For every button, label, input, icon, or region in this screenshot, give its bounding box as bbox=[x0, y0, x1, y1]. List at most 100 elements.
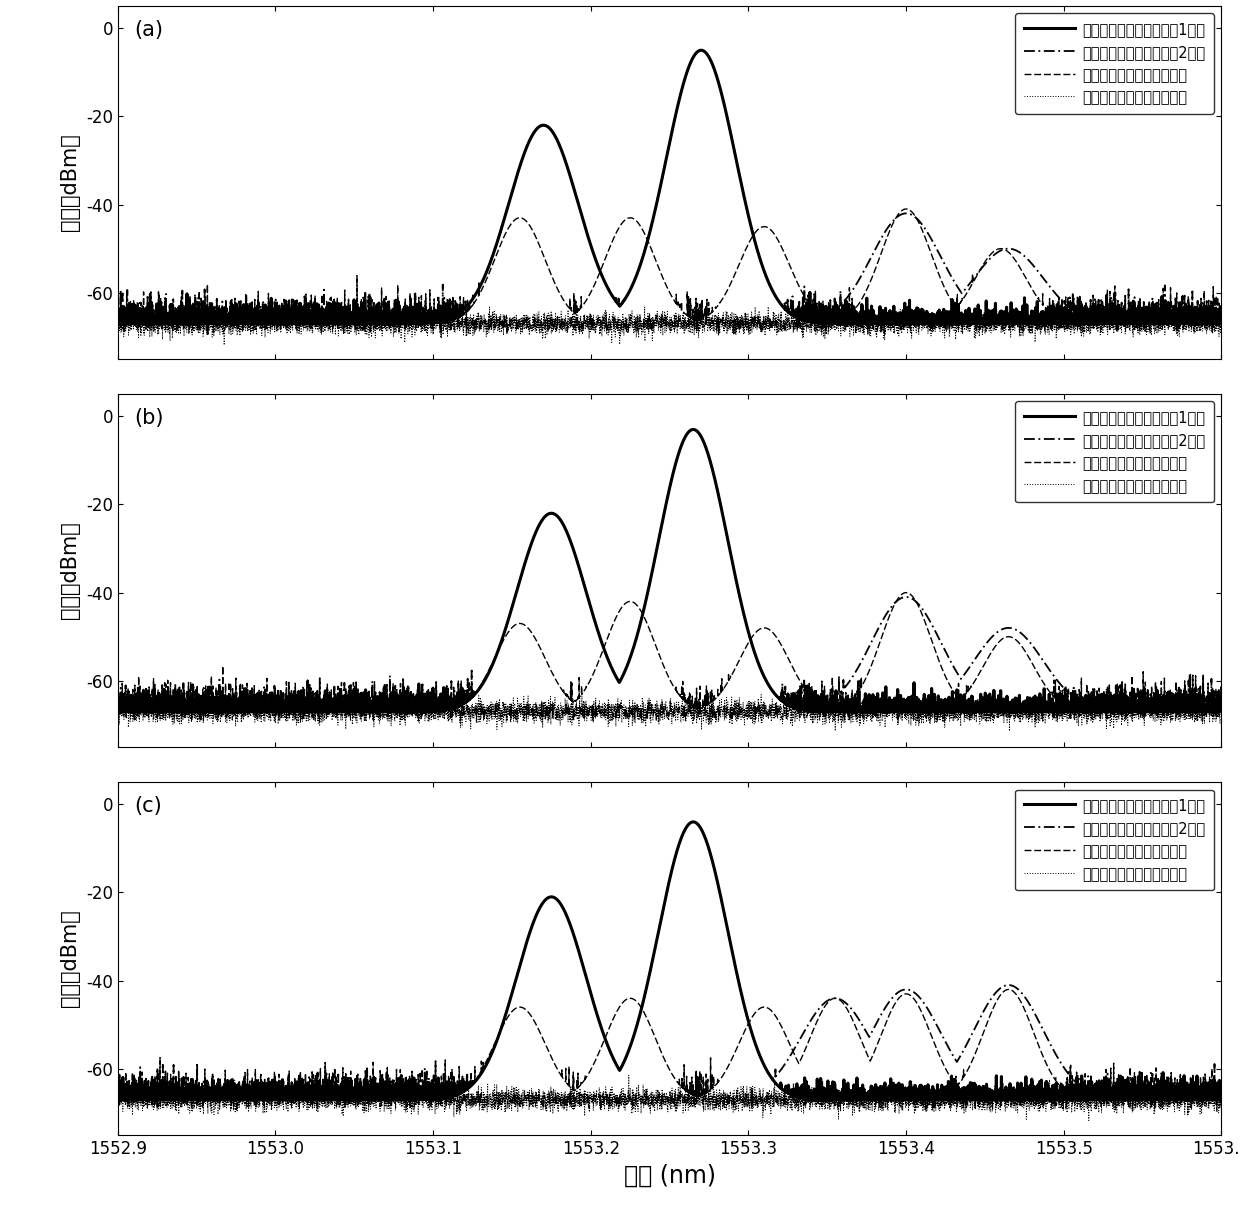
双驱动马赫曾德尔调制剸1输出 bbox=[775, 694, 790, 709]
双驱动马赫曾德尔调制剸2输出 bbox=[1025, 1001, 1040, 1016]
起偏器输出（无干扰抑制） bbox=[1024, 1092, 1039, 1107]
Legend: 双驱动马赫曾德尔调制剸1输出, 双驱动马赫曾德尔调制剸2输出, 起偏器输出（有干扰抑制）, 起偏器输出（无干扰抑制）: 双驱动马赫曾德尔调制剸1输出, 双驱动马赫曾德尔调制剸2输出, 起偏器输出（有干… bbox=[1016, 401, 1214, 502]
Text: (b): (b) bbox=[134, 409, 164, 428]
起偏器输出（有干扰抑制） bbox=[1024, 1021, 1039, 1036]
起偏器输出（有干扰抑制） bbox=[109, 692, 124, 707]
Y-axis label: 功率（dBm）: 功率（dBm） bbox=[61, 134, 81, 232]
双驱动马赫曾德尔调制剸1输出 bbox=[686, 815, 701, 829]
起偏器输出（无干扰抑制） bbox=[959, 708, 973, 723]
双驱动马赫曾德尔调制剸2输出 bbox=[960, 1037, 975, 1052]
起偏器输出（无干扰抑制） bbox=[1024, 318, 1039, 333]
Line: 双驱动马赫曾德尔调制剸1输出: 双驱动马赫曾德尔调制剸1输出 bbox=[55, 429, 1240, 712]
起偏器输出（无干扰抑制） bbox=[775, 318, 790, 333]
双驱动马赫曾德尔调制剸2输出 bbox=[492, 226, 507, 240]
Line: 双驱动马赫曾德尔调制剸2输出: 双驱动马赫曾德尔调制剸2输出 bbox=[55, 429, 1240, 712]
双驱动马赫曾德尔调制剸2输出 bbox=[47, 1088, 62, 1103]
双驱动马赫曾德尔调制剸2输出 bbox=[109, 317, 124, 331]
Text: (a): (a) bbox=[134, 21, 164, 40]
双驱动马赫曾德尔调制剸1输出 bbox=[1025, 315, 1040, 330]
双驱动马赫曾德尔调制剸1输出 bbox=[1024, 1087, 1039, 1102]
起偏器输出（无干扰抑制） bbox=[1140, 682, 1154, 697]
双驱动马赫曾德尔调制剸2输出 bbox=[828, 302, 843, 317]
起偏器输出（无干扰抑制） bbox=[47, 320, 62, 335]
起偏器输出（有干扰抑制） bbox=[1025, 282, 1040, 297]
起偏器输出（有干扰抑制） bbox=[492, 238, 507, 253]
双驱动马赫曾德尔调制剸2输出 bbox=[775, 694, 790, 709]
Legend: 双驱动马赫曾德尔调制剸1输出, 双驱动马赫曾德尔调制剸2输出, 起偏器输出（有干扰抑制）, 起偏器输出（无干扰抑制）: 双驱动马赫曾德尔调制剸1输出, 双驱动马赫曾德尔调制剸2输出, 起偏器输出（有干… bbox=[1016, 789, 1214, 891]
起偏器输出（无干扰抑制） bbox=[828, 707, 843, 721]
双驱动马赫曾德尔调制剸2输出 bbox=[1025, 256, 1040, 271]
起偏器输出（有干扰抑制） bbox=[47, 704, 62, 719]
双驱动马赫曾德尔调制剸1输出 bbox=[109, 704, 124, 719]
起偏器输出（无干扰抑制） bbox=[1024, 703, 1039, 718]
双驱动马赫曾德尔调制剸2输出 bbox=[775, 1060, 790, 1075]
起偏器输出（有干扰抑制） bbox=[109, 1092, 124, 1107]
起偏器输出（有干扰抑制） bbox=[775, 1021, 790, 1036]
双驱动马赫曾德尔调制剸2输出 bbox=[693, 43, 708, 58]
双驱动马赫曾德尔调制剸1输出 bbox=[828, 702, 843, 717]
双驱动马赫曾德尔调制剸1输出 bbox=[48, 317, 63, 331]
起偏器输出（有干扰抑制） bbox=[47, 291, 62, 306]
双驱动马赫曾德尔调制剸2输出 bbox=[48, 704, 63, 719]
双驱动马赫曾德尔调制剸2输出 bbox=[109, 1086, 124, 1101]
双驱动马赫曾德尔调制剸2输出 bbox=[492, 638, 507, 653]
起偏器输出（有干扰抑制） bbox=[1024, 656, 1039, 671]
起偏器输出（无干扰抑制） bbox=[492, 309, 507, 324]
起偏器输出（有干扰抑制） bbox=[960, 286, 975, 301]
双驱动马赫曾德尔调制剸1输出 bbox=[1024, 698, 1039, 713]
双驱动马赫曾德尔调制剸1输出 bbox=[959, 1088, 973, 1103]
起偏器输出（无干扰抑制） bbox=[828, 315, 843, 330]
Legend: 双驱动马赫曾德尔调制剸1输出, 双驱动马赫曾德尔调制剸2输出, 起偏器输出（有干扰抑制）, 起偏器输出（无干扰抑制）: 双驱动马赫曾德尔调制剸1输出, 双驱动马赫曾德尔调制剸2输出, 起偏器输出（有干… bbox=[1016, 13, 1214, 114]
起偏器输出（有干扰抑制） bbox=[828, 310, 843, 325]
起偏器输出（有干扰抑制） bbox=[899, 201, 914, 216]
起偏器输出（无干扰抑制） bbox=[828, 1085, 843, 1099]
双驱动马赫曾德尔调制剸2输出 bbox=[960, 664, 975, 679]
起偏器输出（有干扰抑制） bbox=[775, 242, 790, 256]
起偏器输出（无干扰抑制） bbox=[47, 1090, 62, 1104]
起偏器输出（有干扰抑制） bbox=[899, 585, 914, 600]
双驱动马赫曾德尔调制剸2输出 bbox=[492, 1025, 507, 1039]
Line: 起偏器输出（有干扰抑制）: 起偏器输出（有干扰抑制） bbox=[55, 209, 1240, 324]
双驱动马赫曾德尔调制剸1输出 bbox=[492, 1025, 507, 1039]
双驱动马赫曾德尔调制剸1输出 bbox=[959, 704, 973, 719]
双驱动马赫曾德尔调制剸1输出 bbox=[828, 317, 843, 331]
起偏器输出（无干扰抑制） bbox=[1081, 1113, 1096, 1128]
Line: 双驱动马赫曾德尔调制剸1输出: 双驱动马赫曾德尔调制剸1输出 bbox=[55, 50, 1240, 324]
双驱动马赫曾德尔调制剸2输出 bbox=[686, 815, 701, 829]
起偏器输出（有干扰抑制） bbox=[109, 310, 124, 325]
起偏器输出（有干扰抑制） bbox=[492, 639, 507, 654]
双驱动马赫曾德尔调制剸1输出 bbox=[775, 1082, 790, 1097]
起偏器输出（无干扰抑制） bbox=[492, 1094, 507, 1109]
双驱动马赫曾德尔调制剸2输出 bbox=[47, 317, 62, 331]
Line: 起偏器输出（无干扰抑制）: 起偏器输出（无干扰抑制） bbox=[55, 690, 1240, 731]
起偏器输出（有干扰抑制） bbox=[775, 639, 790, 654]
起偏器输出（无干扰抑制） bbox=[959, 313, 973, 328]
双驱动马赫曾德尔调制剸1输出 bbox=[686, 422, 701, 437]
双驱动马赫曾德尔调制剸2输出 bbox=[109, 704, 124, 719]
双驱动马赫曾德尔调制剸1输出 bbox=[47, 704, 62, 719]
起偏器输出（有干扰抑制） bbox=[959, 1065, 973, 1080]
双驱动马赫曾德尔调制剸1输出 bbox=[47, 1092, 62, 1107]
起偏器输出（有干扰抑制） bbox=[1001, 982, 1016, 996]
双驱动马赫曾德尔调制剸2输出 bbox=[47, 704, 62, 719]
起偏器输出（有干扰抑制） bbox=[828, 702, 843, 717]
起偏器输出（有干扰抑制） bbox=[47, 1092, 62, 1107]
起偏器输出（有干扰抑制） bbox=[828, 991, 843, 1006]
起偏器输出（有干扰抑制） bbox=[47, 317, 62, 331]
双驱动马赫曾德尔调制剸1输出 bbox=[492, 226, 507, 240]
Y-axis label: 功率（dBm）: 功率（dBm） bbox=[61, 521, 81, 620]
双驱动马赫曾德尔调制剸2输出 bbox=[828, 690, 843, 704]
Text: (c): (c) bbox=[134, 796, 162, 816]
起偏器输出（有干扰抑制） bbox=[959, 679, 973, 693]
起偏器输出（无干扰抑制） bbox=[109, 308, 124, 323]
起偏器输出（有干扰抑制） bbox=[492, 1025, 507, 1039]
双驱动马赫曾德尔调制剸2输出 bbox=[960, 280, 975, 294]
双驱动马赫曾德尔调制剸1输出 bbox=[109, 301, 124, 315]
双驱动马赫曾德尔调制剸2输出 bbox=[686, 422, 701, 437]
双驱动马赫曾德尔调制剸2输出 bbox=[775, 299, 790, 314]
Y-axis label: 功率（dBm）: 功率（dBm） bbox=[61, 909, 81, 1007]
Line: 起偏器输出（有干扰抑制）: 起偏器输出（有干扰抑制） bbox=[55, 593, 1240, 712]
Line: 双驱动马赫曾德尔调制剸2输出: 双驱动马赫曾德尔调制剸2输出 bbox=[55, 50, 1240, 324]
起偏器输出（无干扰抑制） bbox=[959, 1099, 973, 1114]
起偏器输出（无干扰抑制） bbox=[1002, 724, 1017, 739]
